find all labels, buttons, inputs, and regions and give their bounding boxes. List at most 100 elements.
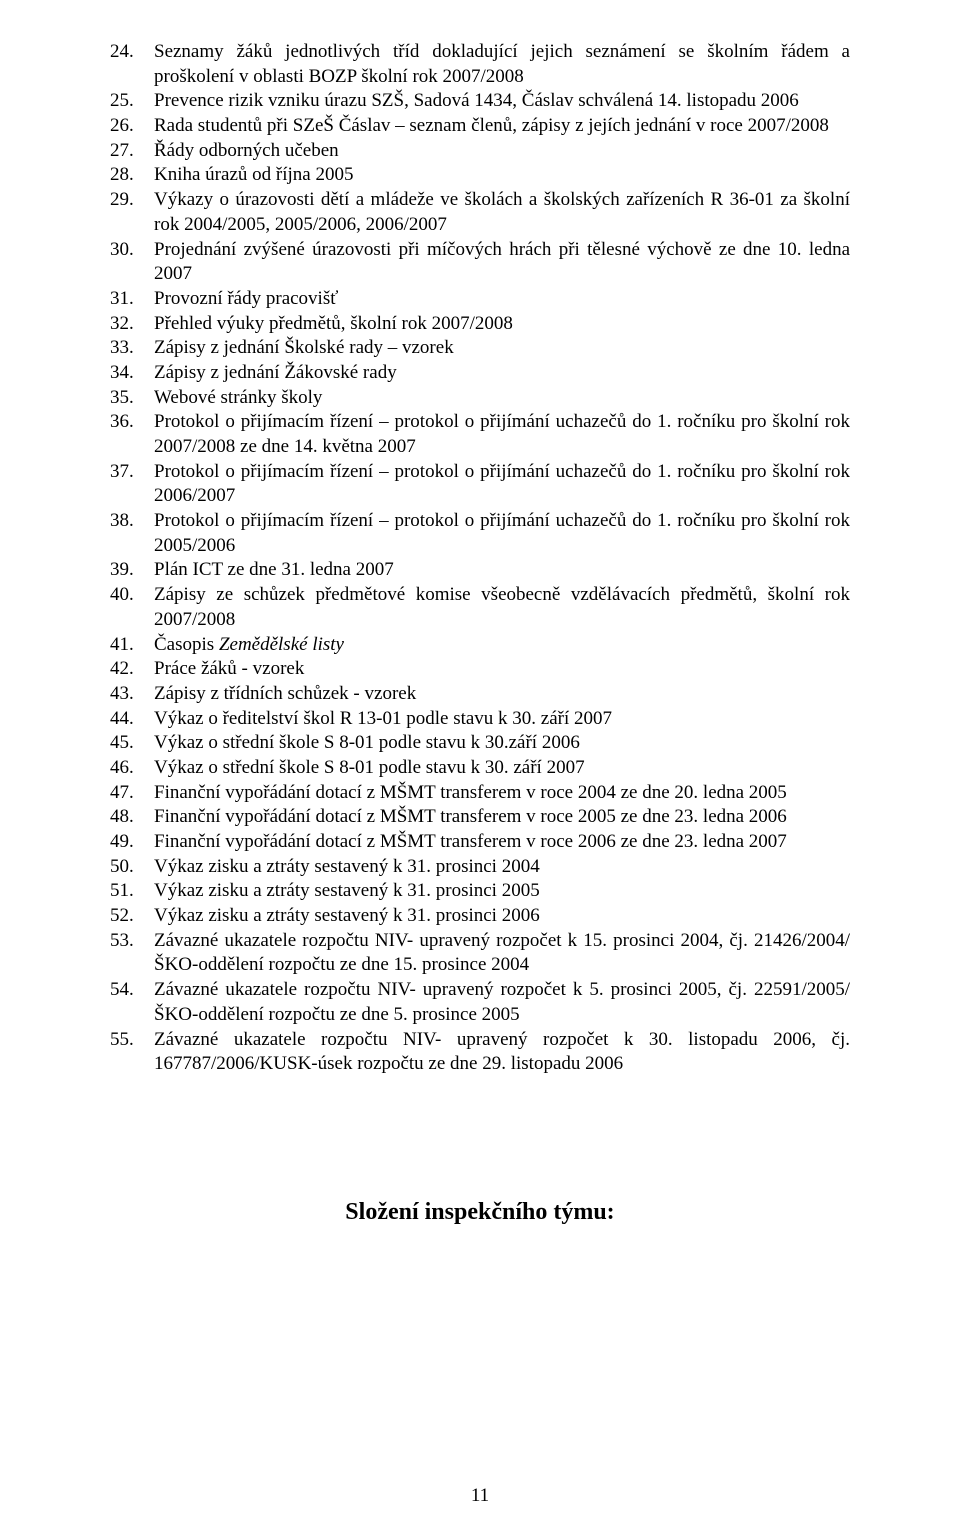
list-item-number: 43. [110,682,154,707]
list-item-number: 49. [110,830,154,855]
list-item: 44.Výkaz o ředitelství škol R 13-01 podl… [110,707,850,732]
list-item-number: 53. [110,929,154,954]
list-item-text: Řády odborných učeben [154,139,850,164]
list-item: 24.Seznamy žáků jednotlivých tříd doklad… [110,40,850,89]
list-item-text: Kniha úrazů od října 2005 [154,163,850,188]
list-item-text: Protokol o přijímacím řízení – protokol … [154,410,850,459]
list-item-number: 48. [110,805,154,830]
list-item: 47.Finanční vypořádání dotací z MŠMT tra… [110,781,850,806]
list-item: 39.Plán ICT ze dne 31. ledna 2007 [110,558,850,583]
list-item-number: 29. [110,188,154,213]
list-item-text: Zápisy z jednání Žákovské rady [154,361,850,386]
list-item: 28.Kniha úrazů od října 2005 [110,163,850,188]
list-item-number: 33. [110,336,154,361]
list-item-text: Závazné ukazatele rozpočtu NIV- upravený… [154,1028,850,1077]
list-item: 48.Finanční vypořádání dotací z MŠMT tra… [110,805,850,830]
list-item: 49.Finanční vypořádání dotací z MŠMT tra… [110,830,850,855]
list-item-text: Výkaz o střední škole S 8-01 podle stavu… [154,756,850,781]
list-item-text: Zápisy ze schůzek předmětové komise všeo… [154,583,850,632]
list-item: 36.Protokol o přijímacím řízení – protok… [110,410,850,459]
list-item-text: Přehled výuky předmětů, školní rok 2007/… [154,312,850,337]
list-item: 42.Práce žáků - vzorek [110,657,850,682]
list-item-number: 39. [110,558,154,583]
list-item: 53.Závazné ukazatele rozpočtu NIV- uprav… [110,929,850,978]
list-item-number: 51. [110,879,154,904]
list-item-number: 32. [110,312,154,337]
list-item-text: Rada studentů při SZeŠ Čáslav – seznam č… [154,114,850,139]
list-item-text: Výkaz o ředitelství škol R 13-01 podle s… [154,707,850,732]
list-item-text: Protokol o přijímacím řízení – protokol … [154,509,850,558]
list-item-text: Výkaz zisku a ztráty sestavený k 31. pro… [154,879,850,904]
list-item-number: 38. [110,509,154,534]
list-item: 30.Projednání zvýšené úrazovosti při míč… [110,238,850,287]
list-item-text: Závazné ukazatele rozpočtu NIV- upravený… [154,978,850,1027]
list-item-number: 37. [110,460,154,485]
list-item: 29.Výkazy o úrazovosti dětí a mládeže ve… [110,188,850,237]
list-item-number: 31. [110,287,154,312]
list-item-text: Závazné ukazatele rozpočtu NIV- upravený… [154,929,850,978]
list-item-number: 25. [110,89,154,114]
list-item: 34.Zápisy z jednání Žákovské rady [110,361,850,386]
list-item-text: Časopis Zemědělské listy [154,633,850,658]
document-page: 24.Seznamy žáků jednotlivých tříd doklad… [0,0,960,1537]
list-item: 35.Webové stránky školy [110,386,850,411]
list-item-number: 34. [110,361,154,386]
list-item-number: 47. [110,781,154,806]
list-item-number: 50. [110,855,154,880]
list-item: 43.Zápisy z třídních schůzek - vzorek [110,682,850,707]
list-item-number: 54. [110,978,154,1003]
list-item-text: Zápisy z jednání Školské rady – vzorek [154,336,850,361]
list-item-text: Plán ICT ze dne 31. ledna 2007 [154,558,850,583]
list-item-number: 41. [110,633,154,658]
list-item-number: 35. [110,386,154,411]
page-number: 11 [0,1484,960,1509]
list-item: 54.Závazné ukazatele rozpočtu NIV- uprav… [110,978,850,1027]
list-item-number: 30. [110,238,154,263]
list-item-text: Výkaz zisku a ztráty sestavený k 31. pro… [154,904,850,929]
list-item: 55.Závazné ukazatele rozpočtu NIV- uprav… [110,1028,850,1077]
list-item-number: 28. [110,163,154,188]
list-item: 50.Výkaz zisku a ztráty sestavený k 31. … [110,855,850,880]
list-item-number: 27. [110,139,154,164]
list-item-number: 40. [110,583,154,608]
section-heading: Složení inspekčního týmu: [110,1197,850,1228]
list-item-number: 55. [110,1028,154,1053]
list-item-text: Seznamy žáků jednotlivých tříd dokladují… [154,40,850,89]
list-item: 25.Prevence rizik vzniku úrazu SZŠ, Sado… [110,89,850,114]
list-item-text: Provozní řády pracovišť [154,287,850,312]
list-item-text: Výkaz o střední škole S 8-01 podle stavu… [154,731,850,756]
list-item: 37.Protokol o přijímacím řízení – protok… [110,460,850,509]
list-item: 45.Výkaz o střední škole S 8-01 podle st… [110,731,850,756]
list-item: 26.Rada studentů při SZeŠ Čáslav – sezna… [110,114,850,139]
list-item-number: 46. [110,756,154,781]
list-item: 40.Zápisy ze schůzek předmětové komise v… [110,583,850,632]
list-item: 46.Výkaz o střední škole S 8-01 podle st… [110,756,850,781]
list-item-text: Zápisy z třídních schůzek - vzorek [154,682,850,707]
list-item-text: Protokol o přijímacím řízení – protokol … [154,460,850,509]
list-item-number: 45. [110,731,154,756]
list-item-text: Projednání zvýšené úrazovosti při míčový… [154,238,850,287]
list-item-number: 36. [110,410,154,435]
list-item: 32.Přehled výuky předmětů, školní rok 20… [110,312,850,337]
list-item-number: 42. [110,657,154,682]
list-item-text: Výkaz zisku a ztráty sestavený k 31. pro… [154,855,850,880]
list-item: 31.Provozní řády pracovišť [110,287,850,312]
list-item-number: 52. [110,904,154,929]
list-item-number: 44. [110,707,154,732]
list-item-text: Finanční vypořádání dotací z MŠMT transf… [154,781,850,806]
list-item: 33.Zápisy z jednání Školské rady – vzore… [110,336,850,361]
numbered-list: 24.Seznamy žáků jednotlivých tříd doklad… [110,40,850,1077]
list-item: 38.Protokol o přijímacím řízení – protok… [110,509,850,558]
list-item-text: Prevence rizik vzniku úrazu SZŠ, Sadová … [154,89,850,114]
list-item-text: Finanční vypořádání dotací z MŠMT transf… [154,830,850,855]
list-item: 52.Výkaz zisku a ztráty sestavený k 31. … [110,904,850,929]
list-item: 27.Řády odborných učeben [110,139,850,164]
list-item-number: 24. [110,40,154,65]
list-item-text: Webové stránky školy [154,386,850,411]
list-item-text: Výkazy o úrazovosti dětí a mládeže ve šk… [154,188,850,237]
list-item-text: Práce žáků - vzorek [154,657,850,682]
list-item: 51.Výkaz zisku a ztráty sestavený k 31. … [110,879,850,904]
list-item: 41.Časopis Zemědělské listy [110,633,850,658]
list-item-number: 26. [110,114,154,139]
list-item-text: Finanční vypořádání dotací z MŠMT transf… [154,805,850,830]
